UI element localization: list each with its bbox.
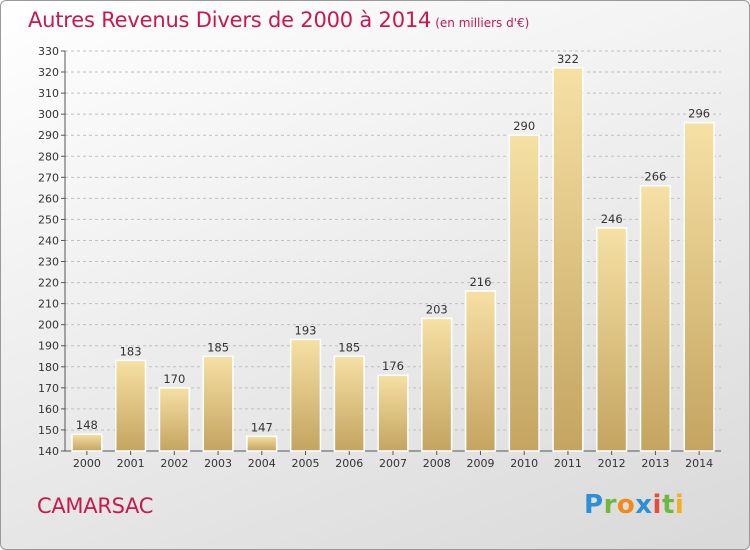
title-text: Autres Revenus Divers de 2000 à 2014 [28,8,432,32]
bar [202,355,234,452]
bar-value-label: 193 [295,323,317,337]
bar-value-label: 290 [513,119,535,133]
y-tick-label: 310 [38,87,59,100]
logo-letter: P [584,490,604,520]
logo-letter: x [635,490,653,520]
y-tick-label: 270 [38,171,59,184]
x-tick-label: 2007 [379,457,407,470]
y-tick-label: 320 [38,66,59,79]
bar [596,227,628,452]
proxiti-logo: Proxiti [584,490,684,520]
bar [158,387,190,452]
bar-value-label: 296 [688,107,710,121]
bar [421,317,453,452]
y-tick-label: 140 [38,445,59,458]
x-tick-label: 2011 [554,457,582,470]
bar [289,338,322,452]
bar-value-label: 147 [251,420,273,434]
y-tick-label: 170 [38,382,59,395]
logo-letter: t [661,490,675,520]
y-tick-label: 160 [38,403,59,416]
x-tick-label: 2001 [117,457,145,470]
logo-letter: i [652,490,662,520]
bar-value-label: 185 [338,340,360,354]
x-tick-label: 2004 [248,457,276,470]
y-tick-label: 150 [38,424,59,437]
x-tick-label: 2002 [160,457,188,470]
bar [683,121,715,452]
commune-name: CAMARSAC [37,494,154,518]
x-tick-label: 2009 [466,457,494,470]
x-tick-label: 2008 [423,457,451,470]
x-tick-label: 2000 [73,457,101,470]
logo-letter: o [616,490,636,520]
bar-value-label: 170 [163,372,185,386]
y-tick-label: 290 [38,129,59,142]
y-tick-label: 190 [38,340,59,353]
bar [246,435,278,452]
x-tick-label: 2010 [510,457,538,470]
bar [71,433,103,452]
y-tick-label: 240 [38,234,59,247]
y-tick-label: 280 [38,150,59,163]
x-tick-label: 2014 [685,457,713,470]
bar [333,355,365,452]
y-tick-label: 250 [38,213,59,226]
bar-value-label: 185 [207,340,229,354]
unit-text: (en milliers d'€) [435,16,530,30]
y-tick-label: 210 [38,298,59,311]
y-tick-label: 200 [38,319,59,332]
x-tick-label: 2005 [292,457,320,470]
y-tick-label: 330 [38,45,59,58]
bar-value-label: 322 [557,52,579,66]
y-tick-label: 230 [38,256,59,269]
bar [464,290,497,452]
bar-value-label: 148 [76,418,98,432]
x-tick-label: 2012 [598,457,626,470]
y-tick-label: 260 [38,192,59,205]
x-tick-label: 2013 [641,457,669,470]
y-tick-label: 180 [38,361,59,374]
bar-value-label: 203 [426,302,448,316]
bar [639,184,672,452]
logo-letter: i [674,490,685,520]
bar [508,134,540,452]
bar-value-label: 266 [644,170,666,184]
chart-title: Autres Revenus Divers de 2000 à 2014 (en … [28,8,529,32]
bar-value-label: 183 [120,344,142,358]
y-tick-label: 300 [38,108,59,121]
x-tick-label: 2003 [204,457,232,470]
bar [552,67,584,452]
bar [114,359,147,452]
bar-value-label: 216 [469,275,491,289]
bar-value-label: 176 [382,359,404,373]
y-tick-label: 220 [38,277,59,290]
x-tick-label: 2006 [335,457,363,470]
bar-value-label: 246 [601,212,623,226]
logo-letter: r [603,490,617,520]
bar [377,374,409,452]
